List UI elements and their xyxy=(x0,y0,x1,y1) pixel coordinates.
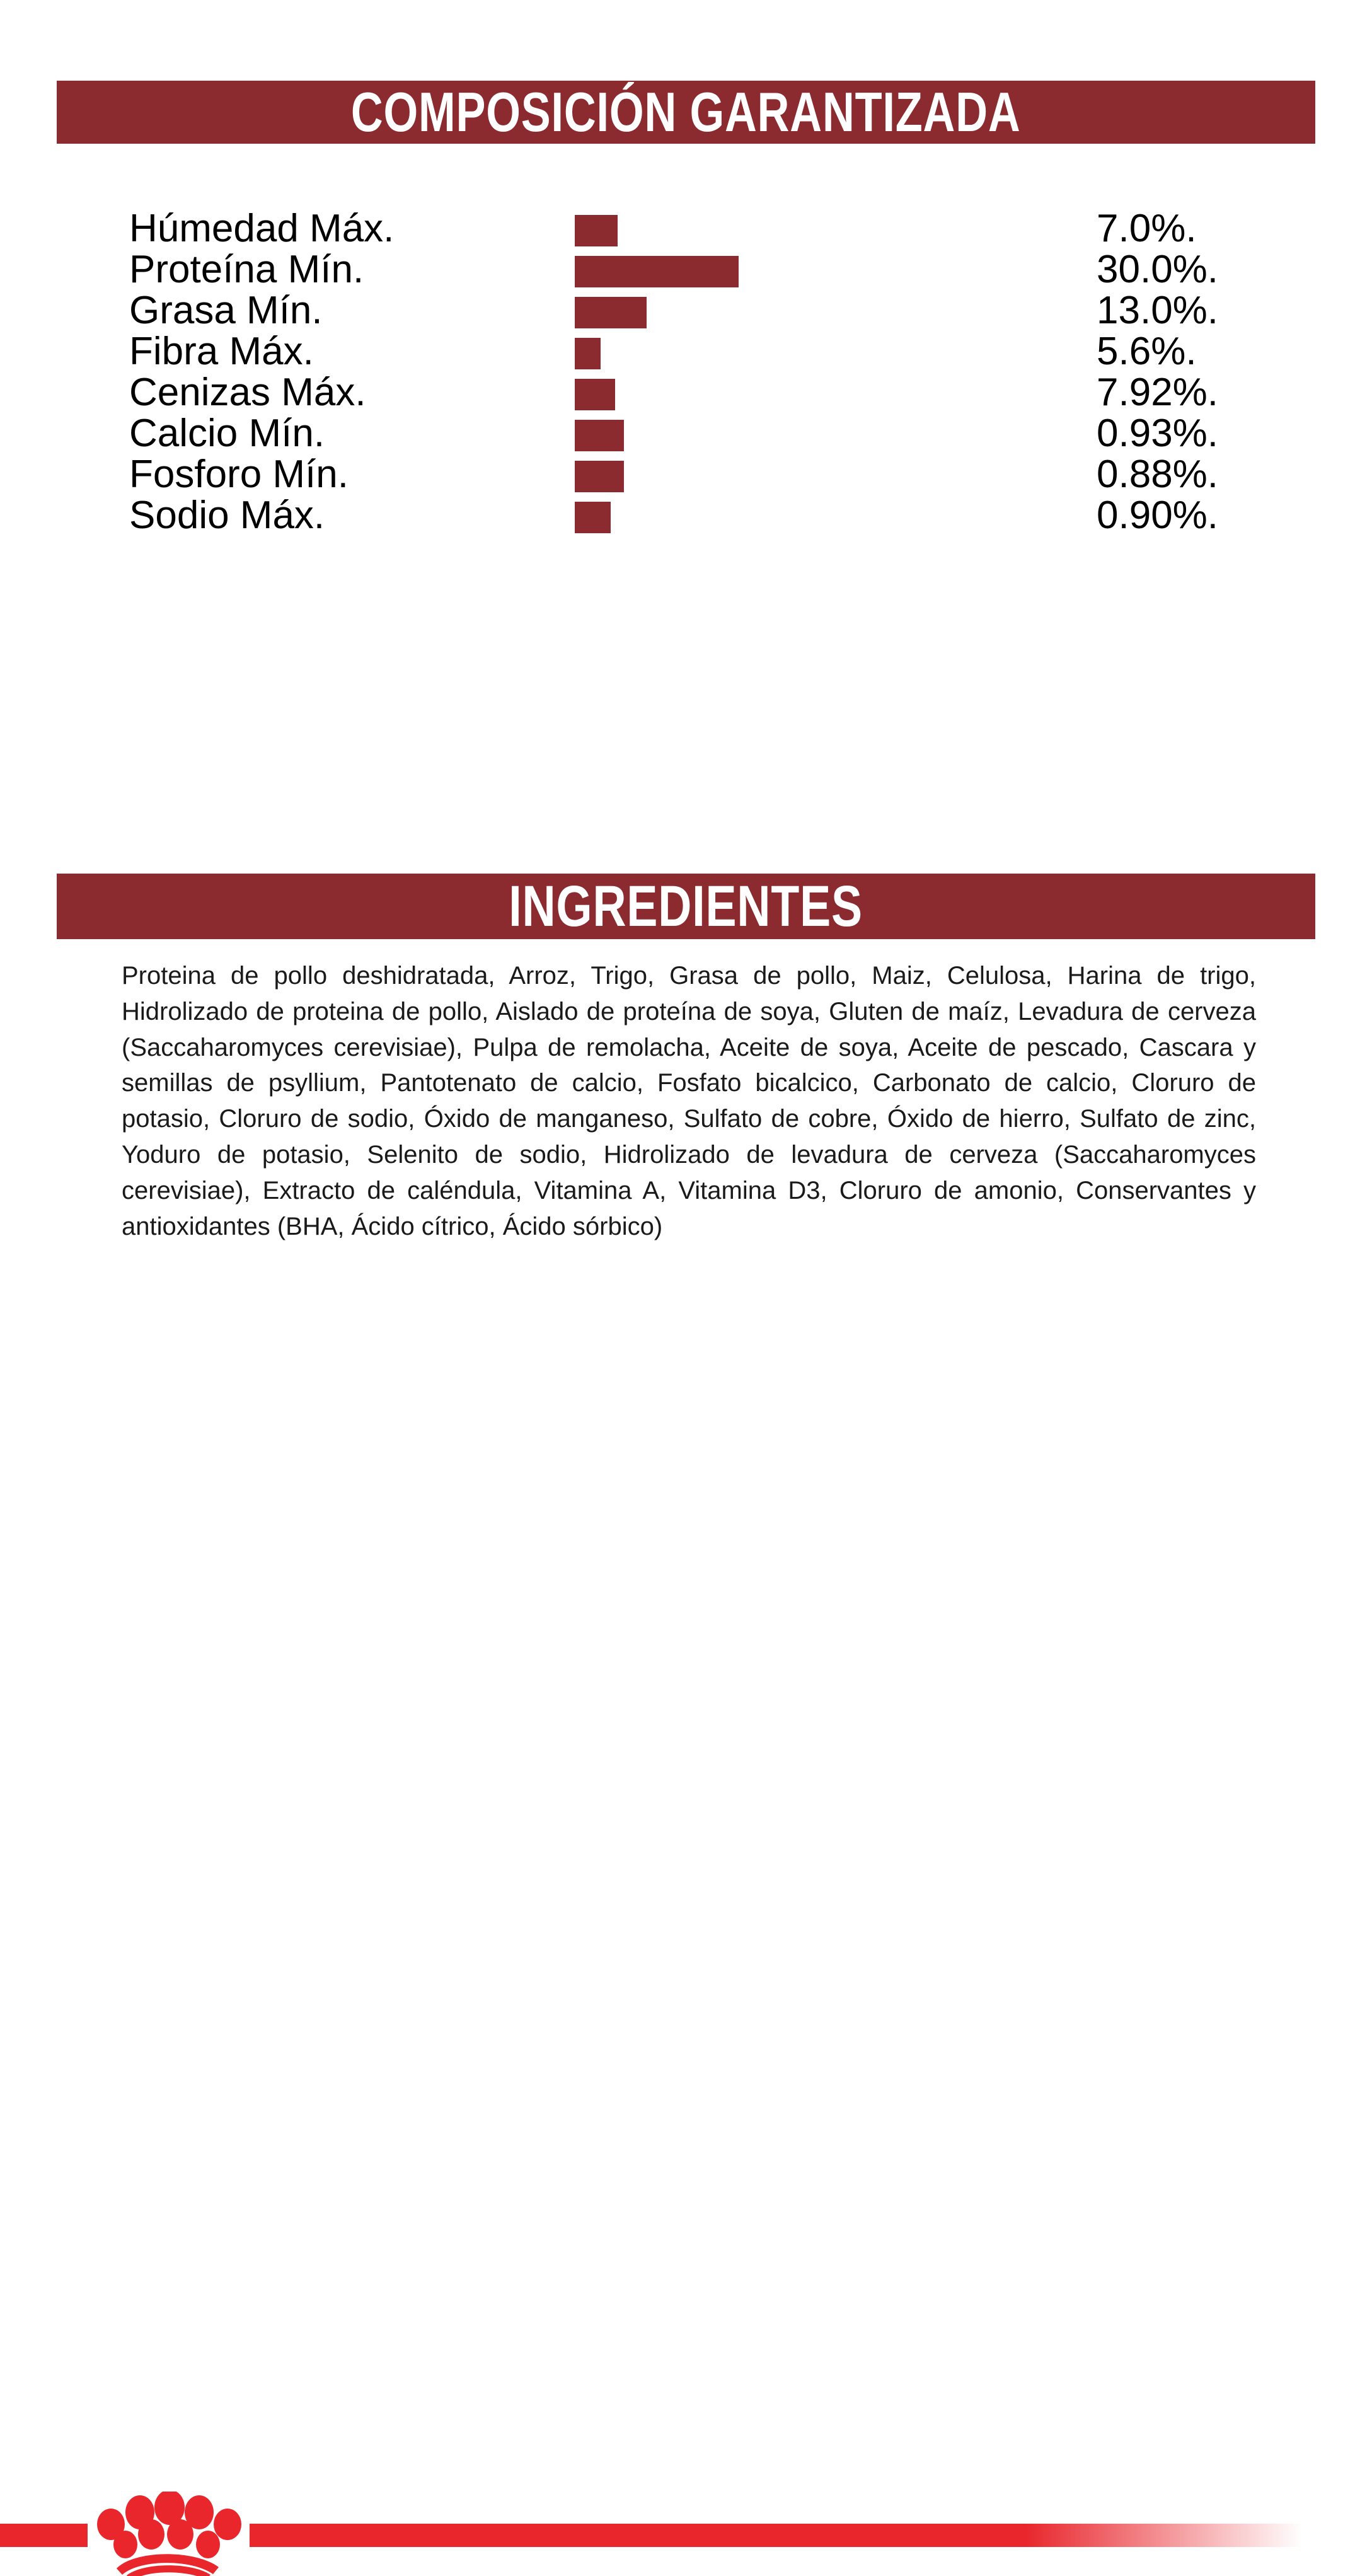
nutrient-bar-track xyxy=(575,215,618,246)
nutrient-label: Fosforo Mín. xyxy=(129,452,349,496)
nutrient-label: Grasa Mín. xyxy=(129,288,323,332)
nutrient-label: Cenizas Máx. xyxy=(129,370,366,414)
footer-rule-right xyxy=(250,2524,1302,2547)
nutrient-bar xyxy=(575,338,601,369)
nutrient-label: Proteína Mín. xyxy=(129,247,364,291)
nutrient-bar xyxy=(575,502,611,533)
nutrient-bar xyxy=(575,256,739,287)
table-row: Fibra Máx. 5.6%. xyxy=(0,331,1372,372)
nutrient-value: 13.0%. xyxy=(1097,288,1219,332)
table-row: Calcio Mín. 0.93%. xyxy=(0,413,1372,454)
nutrient-value: 0.90%. xyxy=(1097,493,1219,537)
nutrient-bar-track xyxy=(575,338,601,369)
nutrient-bar xyxy=(575,379,615,410)
nutrient-label: Húmedad Máx. xyxy=(129,206,395,250)
nutrient-bar-track xyxy=(575,256,739,287)
table-row: Fosforo Mín. 0.88%. xyxy=(0,454,1372,495)
guaranteed-analysis-chart: Húmedad Máx. 7.0%. Proteína Mín. 30.0%. … xyxy=(0,208,1372,536)
table-row: Sodio Máx. 0.90%. xyxy=(0,495,1372,536)
nutrient-value: 0.88%. xyxy=(1097,452,1219,496)
nutrient-bar xyxy=(575,420,624,451)
nutrient-bar-track xyxy=(575,420,624,451)
ingredients-body-text: Proteina de pollo deshidratada, Arroz, T… xyxy=(122,962,1256,1240)
footer xyxy=(0,1245,1372,2576)
nutrient-bar-track xyxy=(575,502,611,533)
table-row: Cenizas Máx. 7.92%. xyxy=(0,372,1372,413)
nutrient-bar-track xyxy=(575,461,624,492)
nutrient-label: Sodio Máx. xyxy=(129,493,325,537)
nutrient-label: Fibra Máx. xyxy=(129,329,314,373)
nutrient-label: Calcio Mín. xyxy=(129,411,325,455)
nutrient-value: 7.92%. xyxy=(1097,370,1219,414)
table-row: Grasa Mín. 13.0%. xyxy=(0,290,1372,331)
nutrient-value: 7.0%. xyxy=(1097,206,1197,250)
ingredients-header-banner: INGREDIENTES xyxy=(57,874,1315,939)
nutrient-bar xyxy=(575,215,618,246)
composition-header-banner: COMPOSICIÓN GARANTIZADA xyxy=(57,81,1315,144)
nutrient-value: 5.6%. xyxy=(1097,329,1197,373)
footer-rule-left xyxy=(0,2524,88,2547)
nutrient-value: 0.93%. xyxy=(1097,411,1219,455)
nutrient-bar xyxy=(575,297,647,328)
nutrient-bar-track xyxy=(575,297,647,328)
table-row: Húmedad Máx. 7.0%. xyxy=(0,208,1372,249)
nutrient-bar-track xyxy=(575,379,615,410)
nutrient-bar xyxy=(575,461,624,492)
royal-canin-crown-icon xyxy=(97,2492,241,2576)
nutrient-value: 30.0%. xyxy=(1097,247,1219,291)
composition-header-title: COMPOSICIÓN GARANTIZADA xyxy=(351,81,1021,143)
ingredients-header-title: INGREDIENTES xyxy=(509,874,863,939)
table-row: Proteína Mín. 30.0%. xyxy=(0,249,1372,290)
